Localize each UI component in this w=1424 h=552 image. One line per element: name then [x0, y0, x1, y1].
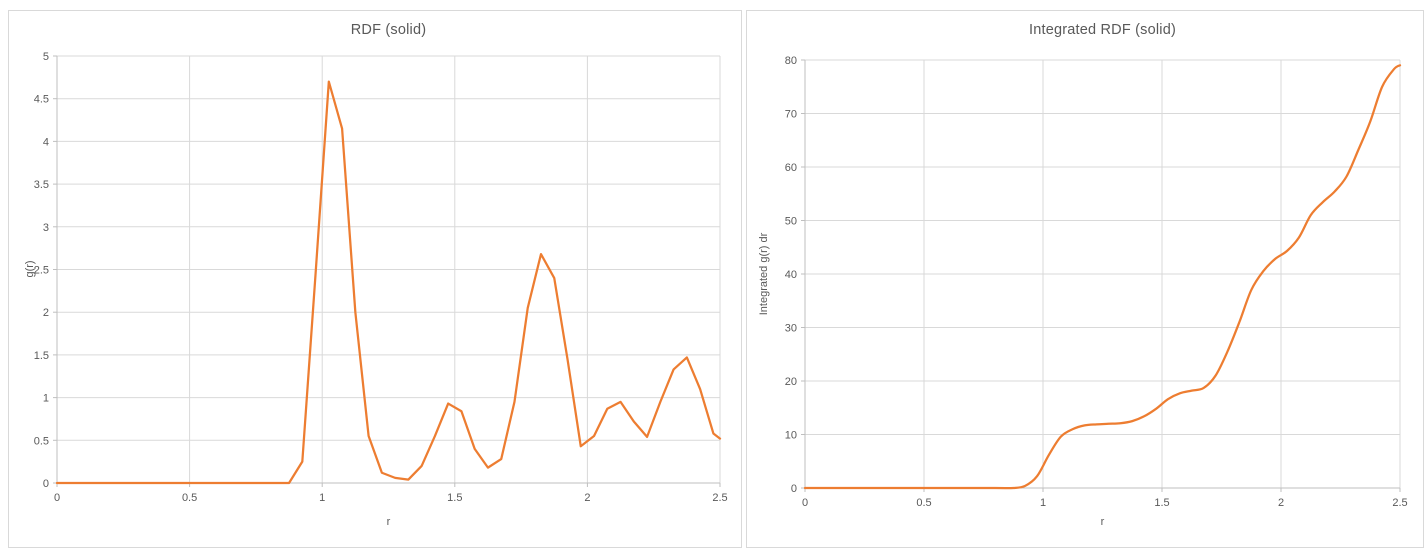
y-tick-label: 80 — [785, 55, 797, 67]
x-tick-label: 2 — [1278, 497, 1284, 509]
x-tick-label: 1.5 — [447, 492, 462, 504]
x-tick-label: 0 — [802, 497, 808, 509]
y-tick-label: 40 — [785, 269, 797, 281]
x-tick-label: 0 — [54, 492, 60, 504]
integrated-rdf-chart-title: Integrated RDF (solid) — [1028, 22, 1177, 38]
y-tick-label: 0 — [43, 478, 49, 490]
y-tick-label: 1 — [43, 393, 49, 405]
x-tick-label: 2.5 — [712, 492, 727, 504]
y-tick-label: 3.5 — [34, 179, 49, 191]
x-tick-label: 1.5 — [1154, 497, 1169, 509]
series-line — [55, 80, 722, 485]
rdf-x-axis-title: r — [386, 516, 391, 528]
y-tick-label: 0.5 — [34, 435, 49, 447]
rdf-chart-panel[interactable]: 0 0.5 1 1.5 2 2.5 0 0.5 1 1.5 2 2.5 3 3.5 4 4.5 5 RDF (s… — [8, 10, 742, 548]
y-tick-label: 2.5 — [34, 265, 49, 277]
y-tick-label: 3 — [43, 222, 49, 234]
rdf-y-axis-title: g(r) — [24, 260, 36, 278]
y-tick-label: 20 — [785, 376, 797, 388]
integrated-rdf-y-axis-title: Integrated g(r) dr — [758, 232, 770, 316]
x-tick-label: 1 — [319, 492, 325, 504]
y-tick-label: 1.5 — [34, 350, 49, 362]
x-tick-label: 0.5 — [916, 497, 931, 509]
rdf-chart-canvas: 0 0.5 1 1.5 2 2.5 0 0.5 1 1.5 2 2.5 3 3.5 4 4.5 5 — [34, 51, 728, 504]
y-tick-label: 2 — [43, 307, 49, 319]
series-line — [803, 64, 1402, 490]
x-tick-label: 2.5 — [1392, 497, 1407, 509]
y-tick-label: 30 — [785, 323, 797, 335]
y-tick-label: 0 — [791, 483, 797, 495]
integrated-rdf-chart-panel[interactable]: 0 0.5 1 1.5 2 2.5 0 10 20 30 40 50 60 70 80 Integrated… — [746, 10, 1424, 548]
y-tick-label: 4 — [43, 136, 49, 148]
y-tick-label: 10 — [785, 430, 797, 442]
x-tick-label: 0.5 — [182, 492, 197, 504]
integrated-rdf-chart-canvas: 0 0.5 1 1.5 2 2.5 0 10 20 30 40 50 60 70 80 — [785, 55, 1408, 509]
y-tick-label: 4.5 — [34, 94, 49, 106]
y-tick-label: 70 — [785, 109, 797, 121]
x-tick-label: 1 — [1040, 497, 1046, 509]
x-tick-label: 2 — [584, 492, 590, 504]
y-tick-label: 5 — [43, 51, 49, 63]
rdf-chart-title: RDF (solid) — [350, 22, 427, 38]
y-tick-label: 60 — [785, 162, 797, 174]
integrated-rdf-x-axis-title: r — [1100, 516, 1105, 528]
y-tick-label: 50 — [785, 216, 797, 228]
